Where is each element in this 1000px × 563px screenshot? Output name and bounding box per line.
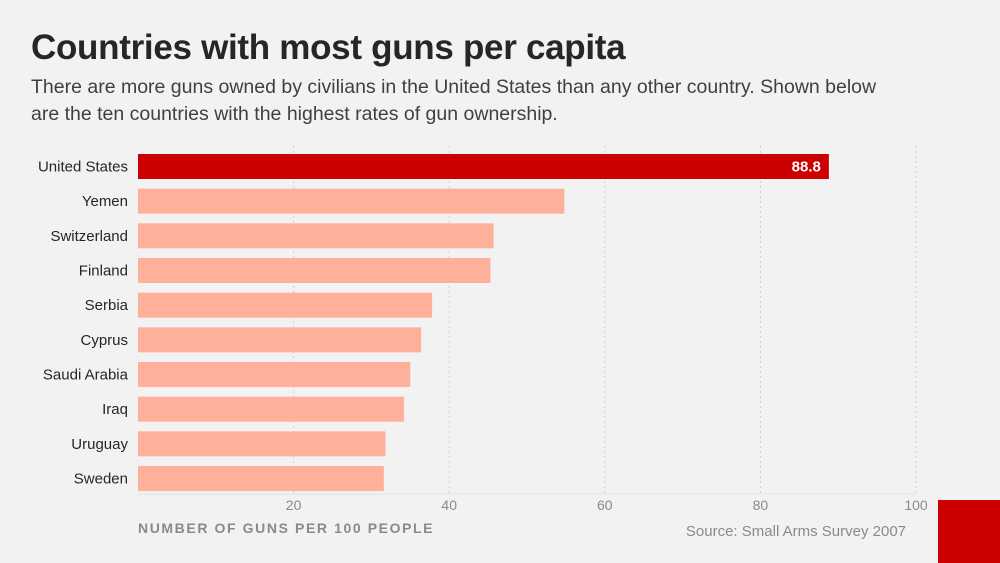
x-tick-label: 100 [904, 497, 928, 513]
chart-subtitle: There are more guns owned by civilians i… [31, 76, 877, 125]
x-tick-label: 80 [753, 497, 769, 513]
bar-cyprus [138, 327, 422, 353]
bar-uruguay [138, 431, 386, 457]
category-label: Uruguay [71, 436, 128, 453]
category-label: Finland [79, 263, 128, 280]
bar-sweden [138, 466, 384, 492]
category-label: Saudi Arabia [43, 367, 129, 384]
bar-finland [138, 258, 491, 284]
bar-united-states [138, 154, 829, 179]
category-label: Serbia [85, 297, 129, 314]
category-label: United States [38, 159, 128, 176]
source-note: Source: Small Arms Survey 2007 [685, 523, 906, 540]
bar-switzerland [138, 223, 494, 249]
x-axis-label: NUMBER OF GUNS PER 100 PEOPLE [138, 520, 435, 536]
category-label: Switzerland [50, 228, 128, 245]
category-label: Iraq [102, 401, 128, 418]
category-label: Yemen [82, 193, 128, 210]
cnn-logo [938, 500, 1000, 563]
x-tick-label: 40 [441, 497, 457, 513]
x-tick-label: 60 [597, 497, 613, 513]
category-label: Cyprus [80, 332, 128, 349]
chart-title: Countries with most guns per capita [31, 28, 626, 67]
bar-saudi-arabia [138, 362, 411, 388]
bar-serbia [138, 292, 433, 318]
data-label: 88.8 [792, 159, 821, 176]
bar-yemen [138, 188, 565, 214]
x-tick-label: 20 [286, 497, 302, 513]
category-label: Sweden [74, 471, 128, 488]
bar-iraq [138, 396, 405, 422]
